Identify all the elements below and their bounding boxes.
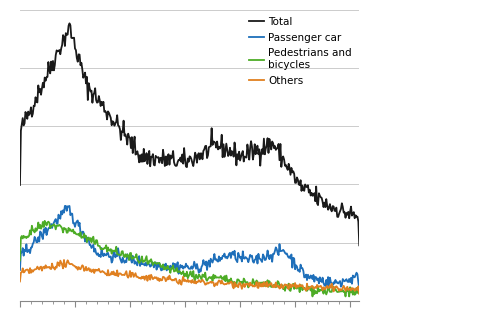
Passenger car: [212, 252, 218, 256]
Passenger car: [17, 268, 23, 272]
Total: [213, 146, 219, 149]
Passenger car: [63, 204, 69, 208]
Passenger car: [64, 209, 70, 213]
Pedestrians and
bicycles: [212, 276, 218, 280]
Line: Total: Total: [20, 23, 359, 245]
Total: [66, 21, 72, 25]
Pedestrians and
bicycles: [165, 264, 171, 268]
Others: [299, 283, 305, 287]
Total: [165, 154, 171, 158]
Others: [212, 284, 218, 288]
Line: Passenger car: Passenger car: [20, 206, 359, 289]
Pedestrians and
bicycles: [213, 276, 219, 280]
Others: [356, 292, 362, 296]
Others: [17, 279, 23, 283]
Pedestrians and
bicycles: [64, 231, 70, 235]
Others: [61, 258, 67, 262]
Pedestrians and
bicycles: [305, 287, 311, 291]
Total: [356, 244, 362, 247]
Legend: Total, Passenger car, Pedestrians and
bicycles, Others: Total, Passenger car, Pedestrians and bi…: [247, 15, 354, 88]
Line: Pedestrians and
bicycles: Pedestrians and bicycles: [20, 221, 359, 296]
Total: [299, 184, 305, 188]
Pedestrians and
bicycles: [299, 288, 305, 292]
Passenger car: [299, 266, 305, 270]
Pedestrians and
bicycles: [356, 291, 362, 295]
Line: Others: Others: [20, 260, 359, 294]
Total: [212, 140, 218, 144]
Passenger car: [305, 273, 311, 277]
Pedestrians and
bicycles: [42, 219, 48, 223]
Passenger car: [213, 257, 219, 261]
Pedestrians and
bicycles: [17, 259, 23, 262]
Pedestrians and
bicycles: [309, 294, 315, 298]
Passenger car: [356, 287, 362, 291]
Others: [213, 281, 219, 285]
Others: [64, 261, 70, 265]
Total: [305, 183, 311, 187]
Others: [165, 276, 171, 279]
Others: [305, 287, 311, 291]
Total: [17, 183, 23, 187]
Total: [63, 31, 69, 35]
Passenger car: [165, 264, 171, 268]
